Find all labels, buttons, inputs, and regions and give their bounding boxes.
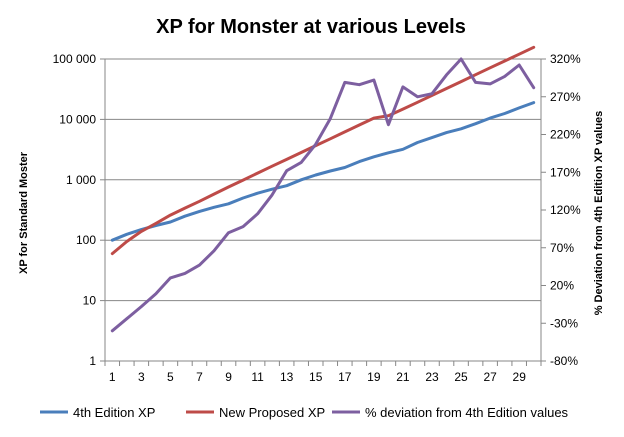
y2-axis-tick-labels: -80% -30% 20% 70% 120% 170% 220% 270% 320% xyxy=(550,52,581,368)
y2-tick-label: 20% xyxy=(550,279,574,293)
series-lines xyxy=(110,45,536,333)
x-tick-label: 21 xyxy=(396,370,410,384)
x-tick-label: 19 xyxy=(367,370,381,384)
series-line xyxy=(110,45,536,256)
x-tick-label: 1 xyxy=(109,370,116,384)
y2-tick-label: 320% xyxy=(550,52,581,66)
x-tick-label: 25 xyxy=(454,370,468,384)
y2-tick-label: -30% xyxy=(550,316,578,330)
chart-title: XP for Monster at various Levels xyxy=(156,16,466,38)
x-tick-label: 13 xyxy=(280,370,294,384)
series-line xyxy=(110,57,536,333)
y2-axis-title: % Deviation from 4th Edition XP values xyxy=(593,111,605,316)
y2-tick-label: -80% xyxy=(550,354,578,368)
x-tick-label: 29 xyxy=(513,370,527,384)
x-axis-tick-labels: 1 3 5 7 9 11 13 15 17 19 21 23 25 27 29 xyxy=(109,370,526,384)
x-tick-label: 11 xyxy=(251,370,264,384)
legend-label: New Proposed XP xyxy=(219,405,325,420)
y-tick-label: 1 000 xyxy=(66,173,96,187)
y-tick-label: 100 000 xyxy=(53,52,97,66)
x-tick-label: 9 xyxy=(225,370,232,384)
y-tick-label: 100 xyxy=(76,233,96,247)
y2-tick-label: 270% xyxy=(550,90,581,104)
y-axis-title: XP for Standard Moster xyxy=(18,151,30,274)
y2-tick-label: 120% xyxy=(550,203,581,217)
x-tick-label: 23 xyxy=(425,370,439,384)
legend-label: % deviation from 4th Edition values xyxy=(365,405,569,420)
legend: 4th Edition XP New Proposed XP % deviation… xyxy=(40,405,569,420)
legend-label: 4th Edition XP xyxy=(73,405,155,420)
y2-tick-label: 70% xyxy=(550,241,574,255)
y2-tick-label: 170% xyxy=(550,165,581,179)
x-tick-label: 7 xyxy=(196,370,203,384)
y-tick-label: 10 xyxy=(83,294,97,308)
y-tick-label: 1 xyxy=(89,354,96,368)
axes xyxy=(100,58,546,366)
y2-tick-label: 220% xyxy=(550,128,581,142)
x-tick-label: 27 xyxy=(483,370,497,384)
x-tick-label: 3 xyxy=(138,370,145,384)
x-tick-label: 17 xyxy=(338,370,352,384)
x-tick-label: 5 xyxy=(167,370,174,384)
series-line xyxy=(110,101,536,242)
x-tick-label: 15 xyxy=(309,370,323,384)
gridlines xyxy=(105,58,541,362)
y-tick-label: 10 000 xyxy=(59,112,96,126)
y-axis-tick-labels: 1 10 100 1 000 10 000 100 000 xyxy=(53,52,97,368)
